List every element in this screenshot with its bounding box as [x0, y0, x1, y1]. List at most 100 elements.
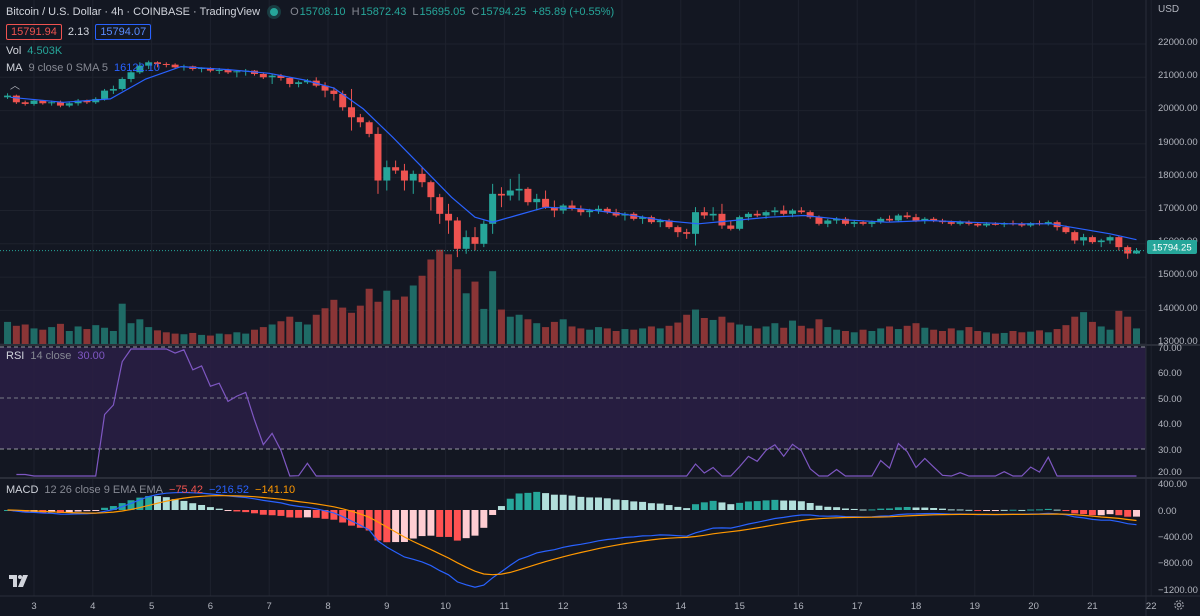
candle-body: [577, 208, 585, 213]
candle-body: [224, 69, 232, 73]
gear-icon[interactable]: [1172, 598, 1186, 612]
buy-button[interactable]: 15794.07: [95, 24, 152, 40]
macd-bar: [612, 499, 620, 510]
macd-bar: [938, 508, 946, 510]
macd-params: 12 26 close 9 EMA EMA: [44, 484, 164, 496]
macd-bar: [603, 498, 611, 510]
volume-bar: [621, 329, 629, 344]
volume-bar: [162, 332, 170, 344]
macd-tick: 0.00: [1158, 506, 1177, 517]
price-tick: 19000.00: [1158, 137, 1198, 148]
candle-body: [815, 217, 823, 224]
volume-bar: [974, 331, 982, 344]
candle-body: [868, 222, 876, 224]
volume-bar: [1018, 332, 1026, 344]
rsi-legend[interactable]: RSI 14 close 30.00: [6, 350, 105, 362]
volume-bar: [259, 327, 267, 344]
tradingview-logo-icon[interactable]: [8, 572, 30, 590]
date-tick: 9: [384, 601, 389, 612]
macd-bar: [127, 500, 135, 510]
macd-bar: [515, 493, 523, 510]
open-value: 15708.10: [299, 6, 346, 18]
macd-hist-value: −75.42: [169, 484, 203, 496]
macd-bar: [912, 507, 920, 510]
date-tick: 13: [617, 601, 628, 612]
volume-bar: [815, 319, 823, 344]
macd-bar: [506, 498, 514, 510]
macd-tick: 400.00: [1158, 479, 1187, 490]
candle-body: [824, 220, 832, 224]
candle-body: [480, 223, 488, 244]
volume-bar: [921, 327, 929, 344]
candle-body: [1115, 237, 1123, 248]
ma-legend[interactable]: MA 9 close 0 SMA 5 16122.10: [6, 62, 160, 74]
macd-bar: [1018, 509, 1026, 511]
macd-bar: [189, 503, 197, 510]
collapse-legend-icon[interactable]: ︿: [10, 81, 20, 92]
last-price-tag: 15794.25: [1152, 243, 1192, 254]
macd-bar: [647, 503, 655, 510]
macd-bar: [489, 510, 497, 515]
volume-bar: [647, 326, 655, 344]
candle-body: [736, 217, 744, 229]
volume-bar: [445, 254, 453, 344]
symbol-title[interactable]: Bitcoin / U.S. Dollar · 4h · COINBASE · …: [6, 6, 261, 18]
volume-bar: [506, 316, 514, 344]
macd-bar: [92, 510, 100, 511]
candle-body: [462, 237, 470, 249]
price-axis[interactable]: 22000.00 21000.00 20000.00 19000.00 1800…: [1147, 37, 1198, 347]
rsi-axis[interactable]: 70.00 60.00 50.00 40.00 30.00 20.00: [1158, 343, 1182, 478]
volume-bar: [268, 324, 276, 344]
macd-bar: [1062, 510, 1070, 512]
macd-bar: [224, 510, 232, 511]
candle-body: [48, 102, 56, 104]
volume-bar: [630, 329, 638, 344]
volume-bar: [1071, 316, 1079, 344]
macd-bar: [983, 510, 991, 511]
macd-bar: [374, 510, 382, 541]
date-tick: 12: [558, 601, 569, 612]
macd-bar: [674, 506, 682, 510]
candle-body: [674, 227, 682, 233]
macd-legend[interactable]: MACD 12 26 close 9 EMA EMA −75.42 −216.5…: [6, 484, 295, 496]
candle-body: [850, 222, 858, 224]
volume-bar: [524, 319, 532, 344]
volume-bar: [1097, 326, 1105, 344]
volume-bar: [1088, 321, 1096, 344]
macd-bar: [815, 505, 823, 510]
macd-bar: [74, 510, 82, 512]
volume-bar: [286, 316, 294, 344]
currency-label[interactable]: USD: [1158, 4, 1180, 15]
low-value: 15695.05: [419, 6, 466, 18]
volume-bar: [462, 293, 470, 344]
candle-body: [956, 222, 964, 224]
volume-bar: [48, 327, 56, 344]
volume-bar: [497, 309, 505, 344]
rsi-params: 14 close: [30, 350, 72, 362]
volume-bar: [1115, 310, 1123, 344]
volume-legend[interactable]: Vol 4.503K: [6, 45, 62, 57]
candle-body: [789, 210, 797, 214]
macd-bar: [242, 510, 250, 513]
macd-bar: [436, 510, 444, 537]
volume-bar: [348, 312, 356, 344]
volume-bar: [400, 296, 408, 344]
volume-bar: [409, 285, 417, 344]
ma-value: 16122.10: [114, 62, 160, 74]
macd-bar: [542, 493, 550, 510]
volume-bar: [4, 321, 12, 344]
volume-bar: [383, 290, 391, 344]
macd-axis[interactable]: 400.00 0.00 −400.00 −800.00 −1200.00: [1158, 479, 1198, 596]
sell-button[interactable]: 15791.94: [6, 24, 62, 40]
price-tick: 14000.00: [1158, 303, 1198, 314]
macd-bar: [586, 497, 594, 510]
spread-value: 2.13: [67, 26, 90, 38]
candle-body: [365, 122, 373, 134]
candle-body: [471, 237, 479, 244]
volume-bar: [251, 329, 258, 344]
volume-bar: [683, 314, 691, 344]
macd-bar: [594, 497, 602, 510]
high-label: H: [351, 6, 360, 18]
time-axis[interactable]: 3 4 5 6 7 8 9 10 11 12 13 14 15 16 17 18 19 20 21 22: [31, 601, 1156, 612]
